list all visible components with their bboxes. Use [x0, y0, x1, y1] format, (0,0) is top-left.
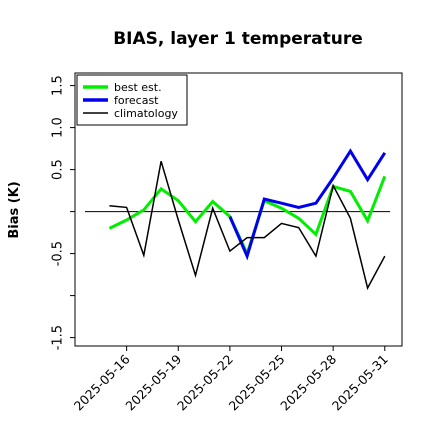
- chart-title: BIAS, layer 1 temperature: [113, 29, 363, 49]
- y-tick-label: -1.5: [51, 325, 66, 350]
- plot-area: [74, 72, 403, 347]
- y-tick-label: 0.5: [51, 159, 66, 180]
- y-tick-label: -0.5: [51, 241, 66, 266]
- series-line-climatology: [109, 160, 386, 291]
- legend-label: climatology: [114, 107, 178, 120]
- y-axis-label: Bias (K): [7, 181, 22, 238]
- y-tick-label: 1.0: [51, 117, 66, 138]
- legend-label: best est.: [114, 81, 162, 94]
- x-tick-label: 2025-05-31: [329, 352, 391, 414]
- y-tick-label: 1.5: [51, 75, 66, 96]
- legend-label: forecast: [114, 94, 159, 107]
- series-line-forecast: [228, 148, 387, 261]
